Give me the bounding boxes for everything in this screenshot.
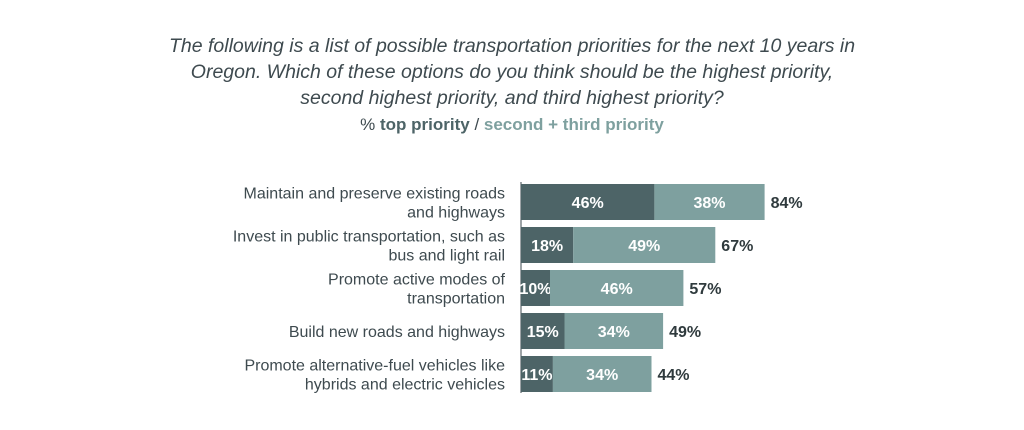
data-label-second-third-priority: 34%: [586, 367, 618, 384]
bar-second-third-priority: [573, 227, 716, 263]
bar-top-priority: [521, 270, 550, 306]
bar-second-third-priority: [552, 356, 652, 392]
category-label: Build new roads and highways: [289, 324, 505, 341]
data-label-top-priority: 10%: [519, 281, 551, 298]
category-label: Promote active modes of transportation: [328, 272, 506, 308]
bar-top-priority: [521, 313, 565, 349]
data-label-total: 67%: [721, 238, 753, 255]
data-label-total: 49%: [669, 324, 701, 341]
bar-top-priority: [521, 356, 553, 392]
legend-second-third-priority: second + third priority: [483, 115, 664, 134]
data-label-top-priority: 18%: [531, 238, 563, 255]
data-label-total: 44%: [658, 367, 690, 384]
bar-second-third-priority: [564, 313, 664, 349]
data-label-second-third-priority: 34%: [598, 324, 630, 341]
data-label-top-priority: 46%: [572, 195, 604, 212]
category-label: Invest in public transportation, such as…: [233, 229, 505, 265]
data-label-second-third-priority: 49%: [628, 238, 660, 255]
data-label-total: 84%: [771, 195, 803, 212]
legend-separator: /: [469, 115, 484, 134]
category-label: Promote alternative-fuel vehicles like hy…: [244, 358, 505, 394]
bar-top-priority: [521, 184, 655, 220]
data-label-top-priority: 11%: [521, 367, 552, 384]
legend-prefix: %: [360, 115, 380, 134]
data-label-total: 57%: [689, 281, 721, 298]
bar-second-third-priority: [654, 184, 765, 220]
chart-legend: % top priority / second + third priority: [0, 115, 1024, 135]
legend-top-priority: top priority: [380, 115, 470, 134]
chart-question: The following is a list of possible tran…: [168, 35, 856, 109]
data-label-second-third-priority: 46%: [601, 281, 633, 298]
bar-second-third-priority: [550, 270, 684, 306]
data-label-top-priority: 15%: [527, 324, 559, 341]
bar-top-priority: [521, 227, 574, 263]
category-label: Maintain and preserve existing roads and …: [244, 186, 505, 222]
data-label-second-third-priority: 38%: [693, 195, 725, 212]
